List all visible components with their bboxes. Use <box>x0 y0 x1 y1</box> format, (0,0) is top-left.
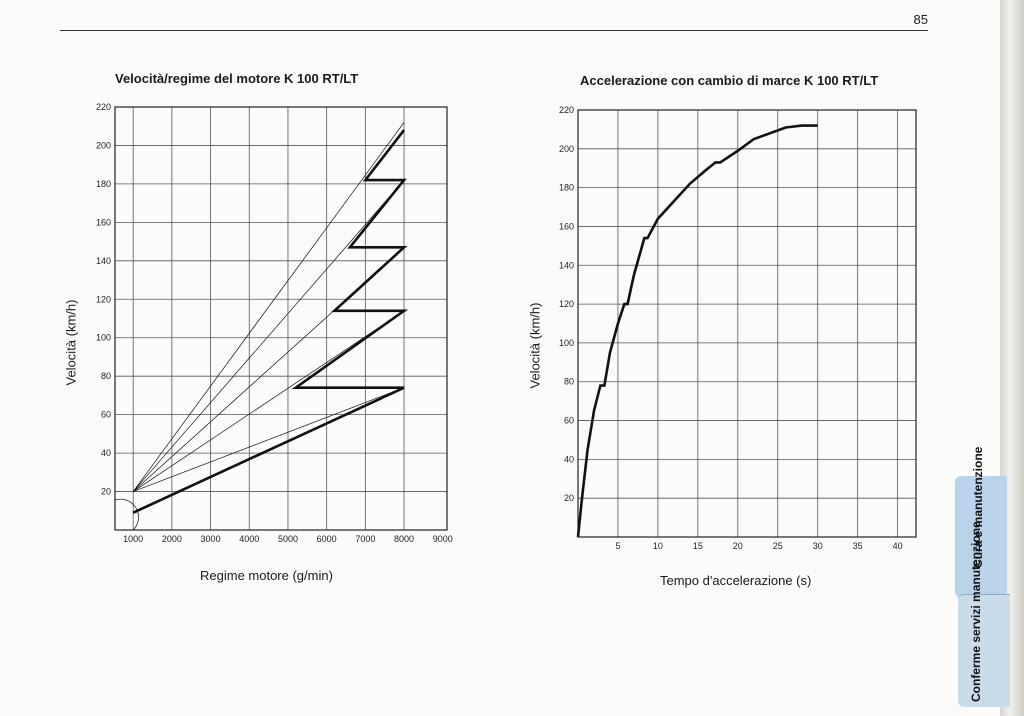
page-number: 85 <box>913 12 928 27</box>
x-tick-label: 8000 <box>394 534 414 544</box>
plot-frame <box>114 106 448 531</box>
x-tick-label: 10 <box>653 541 663 551</box>
x-tick-label: 5 <box>615 541 620 551</box>
x-tick-label: 25 <box>773 541 783 551</box>
y-tick-label: 180 <box>559 183 574 193</box>
x-tick-label: 20 <box>733 541 743 551</box>
y-tick-label: 60 <box>564 416 574 426</box>
x-tick-label: 35 <box>853 541 863 551</box>
y-tick-label: 120 <box>96 294 111 304</box>
series-line-gear-ratio <box>132 247 405 492</box>
series-line-gear-ratio <box>133 387 405 492</box>
x-axis-label-rpm: Regime motore (g/min) <box>200 568 333 583</box>
y-tick-label: 120 <box>559 299 574 309</box>
y-tick-label: 220 <box>96 102 111 112</box>
y-tick-label: 220 <box>559 105 574 115</box>
y-tick-label: 20 <box>101 487 111 497</box>
series-line-gear-ratio <box>132 122 405 492</box>
y-tick-label: 160 <box>96 217 111 227</box>
y-tick-label: 60 <box>101 410 111 420</box>
x-tick-label: 30 <box>813 541 823 551</box>
y-axis-label-speed-right: Velocità (km/h) <box>527 302 543 389</box>
y-tick-label: 100 <box>559 338 574 348</box>
x-tick-label: 1000 <box>123 534 143 544</box>
x-tick-label: 7000 <box>355 534 375 544</box>
tab-conferme-servizi[interactable] <box>958 594 1010 707</box>
y-tick-label: 80 <box>101 371 111 381</box>
y-tick-label: 200 <box>559 144 574 154</box>
origin-arc <box>115 498 139 531</box>
y-tick-label: 140 <box>96 256 111 266</box>
y-tick-label: 180 <box>96 179 111 189</box>
chart-title-acceleration: Accelerazione con cambio di marce K 100 … <box>580 73 879 88</box>
series-line-main <box>576 124 818 538</box>
y-tick-label: 140 <box>559 260 574 270</box>
y-tick-label: 160 <box>559 221 574 231</box>
x-tick-label: 6000 <box>317 534 337 544</box>
chart-title-speed-rpm: Velocità/regime del motore K 100 RT/LT <box>115 71 359 86</box>
chart-speed-rpm: 20 40 60 80 100 120 140 160 180 200 220 1000 2000 300… <box>96 102 453 544</box>
x-tick-label: 4000 <box>239 534 259 544</box>
x-tick-label: 3000 <box>201 534 221 544</box>
x-tick-label: 9000 <box>433 534 453 544</box>
y-tick-label: 200 <box>96 140 111 150</box>
series-line-gear-ratio <box>132 310 405 492</box>
x-axis-label-time: Tempo d'accelerazione (s) <box>660 573 812 588</box>
y-tick-label: 100 <box>96 333 111 343</box>
x-tick-label: 5000 <box>278 534 298 544</box>
y-tick-label: 40 <box>564 454 574 464</box>
chart-acceleration: 20 40 60 80 100 120 140 160 180 200 220 5 10 15 20 25 30… <box>559 105 917 551</box>
plot-frame <box>577 109 917 538</box>
series-line-gear-ratio <box>132 179 405 492</box>
header-rule <box>60 30 928 31</box>
y-tick-label: 20 <box>564 493 574 503</box>
y-tick-label: 40 <box>101 448 111 458</box>
x-tick-label: 15 <box>693 541 703 551</box>
tab-conferme-label: Conferme servizi manutenzione <box>969 521 983 702</box>
y-tick-label: 80 <box>564 377 574 387</box>
y-axis-label-speed-left: Velocità (km/h) <box>63 299 79 386</box>
x-tick-label: 40 <box>893 541 903 551</box>
x-tick-label: 2000 <box>162 534 182 544</box>
tab-cura-manutenzione[interactable] <box>955 476 1007 598</box>
